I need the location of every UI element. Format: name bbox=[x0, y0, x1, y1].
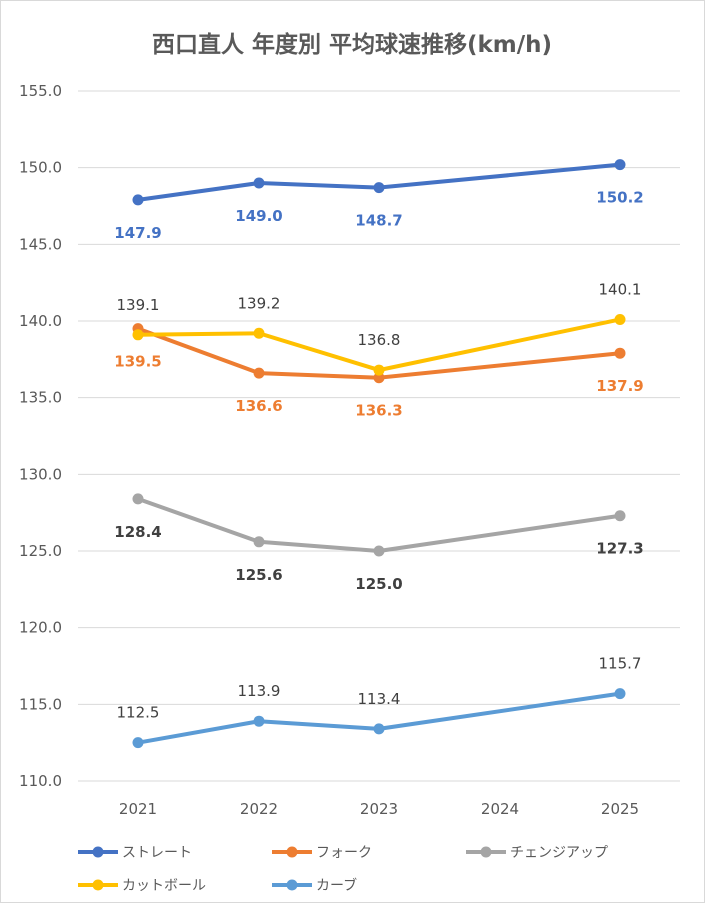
data-label-2-2: 125.0 bbox=[355, 575, 402, 593]
data-label-4-4: 115.7 bbox=[599, 655, 642, 673]
data-point-4-2 bbox=[373, 723, 385, 735]
legend-label-1: フォーク bbox=[316, 845, 372, 861]
y-tick-label-4: 130.0 bbox=[19, 465, 62, 483]
legend-marker-1 bbox=[286, 846, 298, 858]
data-label-4-1: 113.9 bbox=[238, 682, 281, 700]
data-point-0-0 bbox=[132, 194, 144, 206]
data-point-3-1 bbox=[253, 327, 265, 339]
x-tick-label-4: 2025 bbox=[601, 800, 639, 818]
data-point-4-1 bbox=[253, 715, 265, 727]
y-tick-label-3: 125.0 bbox=[19, 542, 62, 560]
series-line-2 bbox=[136, 496, 622, 553]
data-point-3-2 bbox=[373, 364, 385, 376]
data-label-1-1: 136.6 bbox=[235, 397, 282, 415]
y-tick-label-8: 150.0 bbox=[19, 159, 62, 177]
data-label-4-2: 113.4 bbox=[358, 690, 401, 708]
data-point-2-0 bbox=[132, 493, 144, 505]
legend-label-2: チェンジアップ bbox=[510, 845, 608, 861]
data-label-0-4: 150.2 bbox=[596, 189, 643, 207]
data-point-1-4 bbox=[614, 347, 626, 359]
data-label-0-2: 148.7 bbox=[355, 212, 402, 230]
legend-marker-3 bbox=[92, 879, 104, 891]
data-label-1-4: 137.9 bbox=[596, 377, 643, 395]
data-label-1-2: 136.3 bbox=[355, 402, 402, 420]
data-point-2-1 bbox=[253, 536, 265, 548]
x-tick-label-1: 2022 bbox=[240, 800, 278, 818]
series-line-0 bbox=[136, 162, 622, 202]
data-label-4-0: 112.5 bbox=[117, 704, 160, 722]
data-point-4-4 bbox=[614, 688, 626, 700]
gridlines bbox=[78, 90, 680, 782]
chart-title: 西口直人 年度別 平均球速推移(km/h) bbox=[152, 31, 552, 58]
data-point-0-2 bbox=[373, 182, 385, 194]
legend-marker-2 bbox=[480, 846, 492, 858]
x-tick-label-2: 2023 bbox=[360, 800, 398, 818]
data-point-1-1 bbox=[253, 367, 265, 379]
data-point-2-2 bbox=[373, 545, 385, 557]
data-label-2-1: 125.6 bbox=[235, 566, 282, 584]
data-label-2-0: 128.4 bbox=[114, 523, 161, 541]
data-label-1-0: 139.5 bbox=[114, 353, 161, 371]
data-label-3-1: 139.2 bbox=[238, 294, 281, 312]
y-tick-label-5: 135.0 bbox=[19, 389, 62, 407]
data-point-4-0 bbox=[132, 737, 144, 749]
x-tick-label-3: 2024 bbox=[481, 800, 519, 818]
series-line-4 bbox=[136, 691, 622, 745]
data-label-0-1: 149.0 bbox=[235, 207, 282, 225]
data-point-3-4 bbox=[614, 313, 626, 325]
y-tick-label-2: 120.0 bbox=[19, 619, 62, 637]
y-tick-label-6: 140.0 bbox=[19, 312, 62, 330]
data-point-0-4 bbox=[614, 159, 626, 171]
data-label-3-4: 140.1 bbox=[599, 280, 642, 298]
legend-marker-0 bbox=[92, 846, 104, 858]
data-labels: 147.9 149.0 148.7 150.2 139.5 136.6 136.3 137.9… bbox=[114, 189, 643, 722]
series-group bbox=[132, 159, 626, 749]
legend-label-4: カーブ bbox=[316, 877, 357, 894]
y-tick-label-0: 110.0 bbox=[19, 772, 62, 790]
series-line-3 bbox=[136, 317, 622, 373]
data-label-0-0: 147.9 bbox=[114, 224, 161, 242]
data-point-2-4 bbox=[614, 510, 626, 522]
series-line-1 bbox=[136, 326, 622, 380]
y-tick-label-9: 155.0 bbox=[19, 82, 62, 100]
data-label-3-0: 139.1 bbox=[117, 296, 160, 314]
x-axis-ticks: 2021 2022 2023 2024 2025 bbox=[119, 800, 639, 818]
legend-marker-4 bbox=[286, 879, 298, 891]
y-axis-ticks: 110.0 115.0 120.0 125.0 130.0 135.0 140.0 145.0… bbox=[19, 82, 62, 790]
data-point-0-1 bbox=[253, 177, 265, 189]
data-point-3-0 bbox=[132, 329, 144, 341]
legend-label-3: カットボール bbox=[122, 878, 206, 894]
data-label-3-2: 136.8 bbox=[358, 331, 401, 349]
data-label-2-4: 127.3 bbox=[596, 540, 643, 558]
y-tick-label-7: 145.0 bbox=[19, 235, 62, 253]
data-point-1-2 bbox=[373, 372, 385, 384]
x-tick-label-0: 2021 bbox=[119, 800, 157, 818]
y-tick-label-1: 115.0 bbox=[19, 695, 62, 713]
legend-label-0: ストレート bbox=[122, 845, 192, 861]
